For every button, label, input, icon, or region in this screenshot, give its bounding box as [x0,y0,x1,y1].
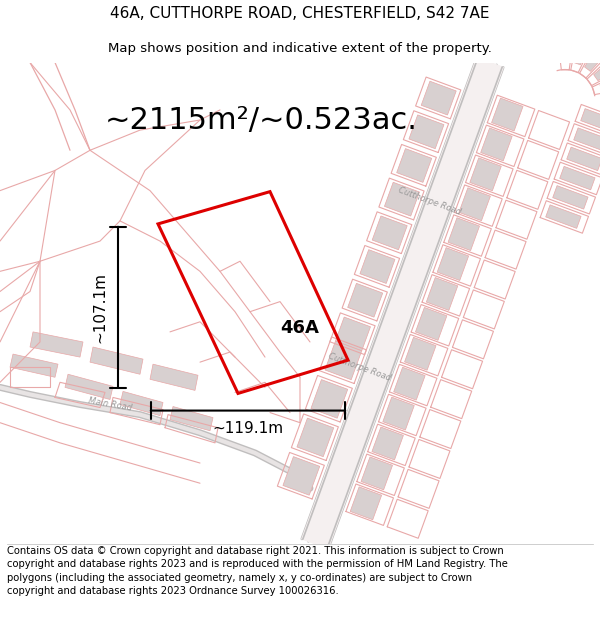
Polygon shape [459,188,490,221]
Polygon shape [448,217,479,251]
Polygon shape [360,249,395,284]
Polygon shape [325,341,362,380]
Text: Cutthorpe Road: Cutthorpe Road [397,185,463,216]
Polygon shape [470,158,501,191]
Polygon shape [574,31,593,65]
Polygon shape [560,166,595,190]
Polygon shape [297,418,334,457]
Polygon shape [150,364,198,391]
Text: Cutthorpe Road: Cutthorpe Road [328,352,392,382]
Polygon shape [415,308,447,340]
Polygon shape [394,368,425,400]
Polygon shape [372,216,407,250]
Polygon shape [404,338,436,370]
Polygon shape [427,278,458,311]
Polygon shape [335,317,370,351]
Text: Contains OS data © Crown copyright and database right 2021. This information is : Contains OS data © Crown copyright and d… [7,546,508,596]
Text: ~107.1m: ~107.1m [92,272,107,342]
Polygon shape [437,248,469,281]
Text: ~2115m²/~0.523ac.: ~2115m²/~0.523ac. [105,106,418,134]
Polygon shape [385,182,419,216]
Polygon shape [347,283,383,317]
Polygon shape [283,457,320,495]
Polygon shape [409,115,444,149]
Text: 46A: 46A [281,319,319,337]
Polygon shape [593,54,600,81]
Polygon shape [120,391,163,416]
Polygon shape [574,128,600,151]
Polygon shape [584,39,600,71]
Polygon shape [10,354,58,377]
Polygon shape [311,379,348,418]
Polygon shape [30,332,83,357]
Text: 46A, CUTTHORPE ROAD, CHESTERFIELD, S42 7AE: 46A, CUTTHORPE ROAD, CHESTERFIELD, S42 7… [110,6,490,21]
Polygon shape [553,186,588,209]
Polygon shape [302,58,503,549]
Polygon shape [567,147,600,171]
Text: ~119.1m: ~119.1m [212,421,284,436]
Text: Main Road: Main Road [88,396,133,412]
Polygon shape [372,427,403,460]
Polygon shape [383,397,414,430]
Polygon shape [90,347,143,374]
Polygon shape [546,205,581,228]
Polygon shape [65,374,113,399]
Polygon shape [361,457,392,490]
Polygon shape [350,487,382,520]
Polygon shape [559,29,572,62]
Text: Map shows position and indicative extent of the property.: Map shows position and indicative extent… [108,42,492,55]
Polygon shape [581,109,600,132]
Polygon shape [170,406,213,431]
Polygon shape [491,98,523,131]
Polygon shape [481,128,512,161]
Polygon shape [397,149,432,182]
Polygon shape [421,81,456,115]
